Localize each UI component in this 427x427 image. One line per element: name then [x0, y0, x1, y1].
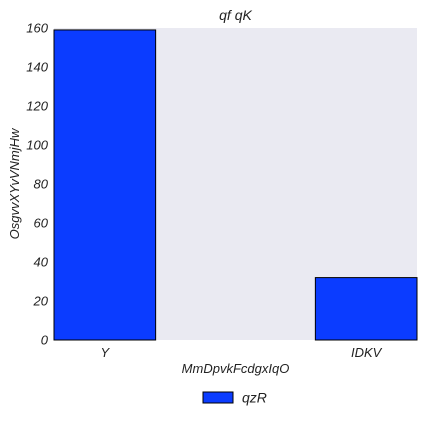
y-tick-label: 120 [26, 99, 48, 114]
y-tick-label: 80 [34, 177, 49, 192]
y-tick-label: 160 [26, 21, 48, 36]
legend-label: qzR [242, 390, 267, 406]
legend-swatch [202, 391, 234, 404]
y-tick-label: 40 [34, 255, 49, 270]
y-tick-label: 140 [26, 60, 48, 75]
y-axis-label: OsgvvXYvVNmjHw [7, 127, 22, 239]
bar-idkv [314, 277, 418, 341]
bars-layer [53, 29, 418, 341]
chart-title: qf qK [219, 7, 252, 23]
legend: qzR [202, 390, 267, 406]
y-tick-label: 0 [41, 333, 49, 348]
y-tick-label: 100 [26, 138, 48, 153]
x-tick-labels: Y IDKV [100, 345, 382, 360]
x-axis-label: MmDpvkFcdgxIqO [182, 361, 290, 376]
x-tick-label: IDKV [351, 345, 383, 360]
x-tick-label: Y [100, 345, 110, 360]
y-tick-label: 60 [34, 216, 49, 231]
bar-y [53, 29, 157, 341]
y-tick-label: 20 [33, 294, 49, 309]
y-tick-labels: 0 20 40 60 80 100 120 140 160 [26, 21, 48, 348]
